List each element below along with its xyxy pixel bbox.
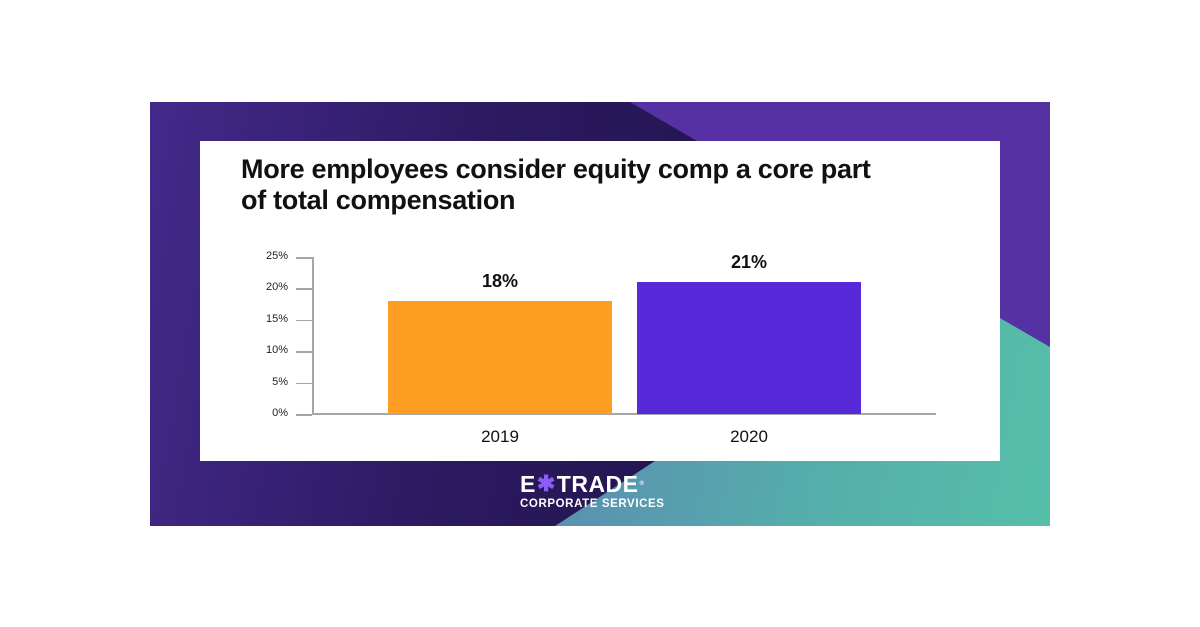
x-axis-line: [312, 413, 936, 415]
chart-title: More employees consider equity comp a co…: [241, 154, 961, 216]
y-tick-mark: [296, 319, 312, 322]
y-tick-mark: [296, 351, 312, 353]
y-tick-label: 25%: [265, 250, 288, 262]
y-tick-mark: [296, 257, 312, 259]
logo-e: E: [520, 471, 536, 497]
y-tick-label: 15%: [265, 312, 288, 325]
bar-2019: [388, 300, 612, 414]
y-tick-label: 20%: [265, 281, 288, 294]
bar-value-label: 18%: [481, 270, 519, 291]
registered-mark: ®: [639, 481, 645, 487]
bar-2020: [637, 282, 861, 414]
logo-trade: TRADE: [556, 471, 639, 497]
x-tick-label: 2019: [481, 427, 519, 446]
y-tick-mark: [296, 382, 312, 385]
etrade-logo: E ✱ TRADE ® CORPORATE SERVICES: [520, 471, 680, 511]
logo-wordmark: E ✱ TRADE ®: [520, 471, 680, 497]
chart-title-line-2: of total compensation: [241, 185, 516, 215]
y-axis-line: [312, 257, 314, 414]
y-tick-mark: [296, 288, 312, 290]
asterisk-icon: ✱: [536, 471, 556, 496]
y-tick-label: 0%: [272, 407, 288, 419]
x-tick-label: 2020: [730, 427, 768, 446]
y-tick-mark: [296, 414, 312, 416]
chart-title-line-1: More employees consider equity comp a co…: [241, 154, 871, 184]
chart-panel: More employees consider equity comp a co…: [200, 141, 1000, 461]
bar-value-label: 21%: [730, 252, 768, 273]
logo-subtitle: CORPORATE SERVICES: [520, 498, 665, 510]
y-tick-label: 10%: [265, 344, 288, 357]
y-tick-label: 5%: [272, 375, 288, 388]
